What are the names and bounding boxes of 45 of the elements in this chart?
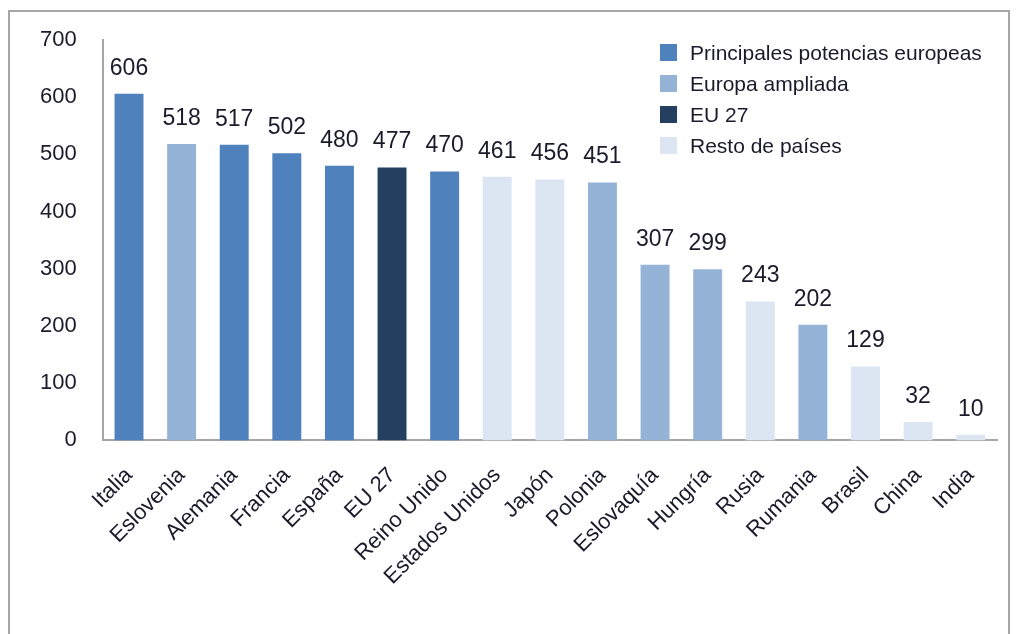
bar <box>430 171 460 441</box>
data-label: 451 <box>583 142 622 169</box>
data-label: 470 <box>425 131 464 158</box>
bar <box>587 182 617 441</box>
bar <box>640 264 670 441</box>
data-label: 10 <box>957 394 984 421</box>
legend-label: Europa ampliada <box>690 71 849 96</box>
data-label: 129 <box>846 326 885 353</box>
y-tick-label: 300 <box>39 254 77 280</box>
data-label: 517 <box>215 104 254 131</box>
data-label: 32 <box>905 381 931 408</box>
bar <box>272 153 302 441</box>
legend-label: Resto de países <box>690 133 842 158</box>
bar <box>114 93 144 441</box>
y-tick-label: 700 <box>39 26 77 52</box>
bar <box>535 179 565 441</box>
legend-label: Principales potencias europeas <box>690 40 982 65</box>
y-tick-label: 500 <box>39 140 77 166</box>
bar <box>167 144 197 441</box>
bar <box>851 366 880 441</box>
data-label: 202 <box>793 284 833 311</box>
bar <box>482 176 512 441</box>
y-tick-label: 600 <box>39 83 77 109</box>
bar <box>798 324 828 441</box>
data-label: 518 <box>162 103 201 130</box>
y-tick-label: 0 <box>64 426 77 452</box>
data-label: 307 <box>635 224 675 251</box>
data-label: 502 <box>267 113 307 140</box>
bar <box>377 167 407 441</box>
bar <box>693 269 723 441</box>
data-label: 461 <box>478 136 517 163</box>
data-label: 480 <box>320 125 359 152</box>
bar <box>219 144 249 441</box>
bar <box>324 165 354 441</box>
data-label: 606 <box>109 53 149 80</box>
data-label: 299 <box>688 229 727 256</box>
bar <box>903 422 933 441</box>
legend-label: EU 27 <box>690 102 749 127</box>
bar <box>745 301 775 441</box>
y-tick-label: 400 <box>39 197 77 223</box>
data-label: 477 <box>372 127 412 154</box>
y-tick-label: 100 <box>39 369 77 395</box>
y-tick-label: 200 <box>39 312 77 338</box>
data-label: 456 <box>530 139 570 166</box>
data-label: 243 <box>741 261 780 288</box>
